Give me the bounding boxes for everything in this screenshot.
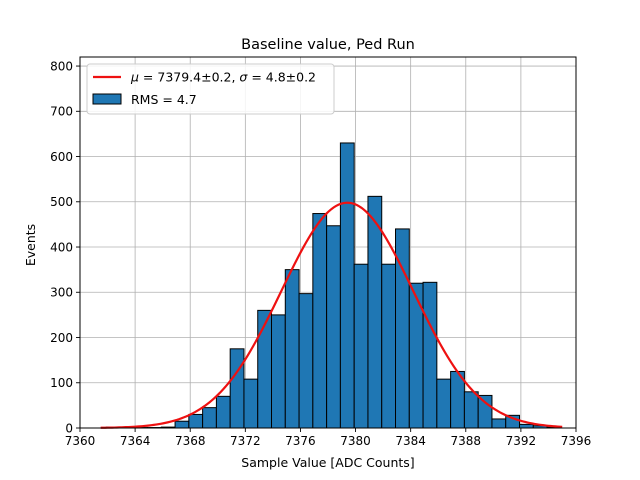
histogram-bar [284, 269, 300, 429]
legend: μ = 7379.4±0.2, σ = 4.8±0.2 RMS = 4.7 [86, 63, 335, 115]
x-tick-label: 7384 [395, 434, 426, 448]
legend-mu-value: = 7379.4±0.2, [139, 70, 239, 85]
histogram-bar [353, 263, 369, 429]
histogram-bar [422, 281, 438, 429]
x-tick-label: 7364 [120, 434, 151, 448]
histogram-bar [298, 293, 314, 429]
histogram-bar [381, 263, 397, 429]
y-tick-label: 500 [50, 195, 73, 209]
legend-box [86, 63, 335, 115]
histogram-bar [229, 348, 245, 429]
histogram-bar [436, 378, 452, 429]
legend-hist-label: RMS = 4.7 [131, 92, 197, 107]
x-tick-label: 7376 [285, 434, 316, 448]
y-tick-label: 100 [50, 376, 73, 390]
histogram-bar [188, 413, 204, 429]
y-tick-label: 700 [50, 105, 73, 119]
legend-sigma-symbol: σ [239, 70, 248, 85]
chart-title: Baseline value, Ped Run [241, 37, 415, 53]
x-tick-label: 7372 [230, 434, 261, 448]
x-tick-label: 7388 [451, 434, 482, 448]
histogram-bar [463, 391, 479, 429]
legend-hist-swatch [92, 93, 122, 105]
y-tick-label: 400 [50, 240, 73, 254]
histogram-bar [202, 407, 217, 429]
y-axis: 0 100 200 300 400 500 600 700 800 [50, 59, 80, 435]
histogram-bar [339, 142, 355, 429]
x-tick-label: 7396 [561, 434, 592, 448]
histogram-bar [243, 378, 259, 429]
histogram-bar [491, 418, 507, 429]
histogram-bar [312, 213, 328, 429]
plot-frame [79, 56, 577, 429]
histogram-bar [367, 195, 383, 429]
y-axis-label: Events [23, 224, 38, 266]
x-tick-label: 7392 [506, 434, 537, 448]
histogram-bar [257, 309, 273, 429]
y-tick-label: 300 [50, 286, 73, 300]
histogram-bar [519, 423, 534, 429]
y-tick-label: 200 [50, 331, 73, 345]
gaussian-fit-curve [100, 201, 563, 429]
legend-mu-symbol: μ [130, 70, 139, 85]
x-axis: 7360 7364 7368 7372 7376 7380 7384 7388 7392 7396 [65, 428, 592, 448]
y-tick-label: 600 [50, 150, 73, 164]
histogram-bar [326, 225, 341, 429]
histogram-bar [477, 394, 493, 429]
x-axis-label: Sample Value [ADC Counts] [241, 455, 414, 470]
x-tick-label: 7380 [340, 434, 371, 448]
histogram-bar [174, 420, 190, 429]
x-tick-label: 7368 [175, 434, 206, 448]
histogram-bars [105, 142, 562, 429]
histogram-bar [271, 314, 286, 429]
histogram-bar [215, 395, 231, 429]
plot-area [79, 56, 577, 429]
x-tick-label: 7360 [65, 434, 96, 448]
y-tick-label: 0 [65, 421, 73, 435]
y-tick-label: 800 [50, 59, 73, 73]
legend-sigma-value: = 4.8±0.2 [247, 70, 316, 85]
legend-fit-label: μ = 7379.4±0.2, σ = 4.8±0.2 [130, 70, 316, 85]
